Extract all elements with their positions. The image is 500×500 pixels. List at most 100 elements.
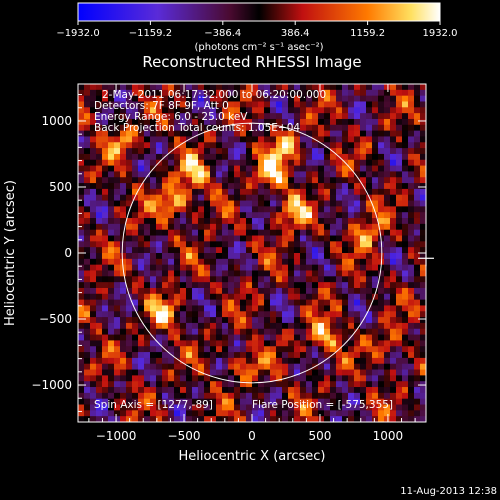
heatmap-cell [78, 113, 85, 120]
heatmap-cell [162, 200, 169, 207]
info-energy-range: Energy Range: 6.0 - 25.0 keV [94, 111, 248, 123]
heatmap-cell [204, 381, 211, 388]
heatmap-cell [342, 270, 349, 277]
heatmap-cell [204, 334, 211, 342]
heatmap-cell [84, 410, 91, 417]
heatmap-cell [168, 113, 175, 120]
heatmap-cell [336, 89, 343, 97]
heatmap-cell [342, 206, 349, 213]
heatmap-cell [174, 130, 181, 138]
heatmap-cell [114, 258, 121, 266]
heatmap-cell [180, 218, 187, 225]
heatmap-cell [258, 200, 265, 207]
colorbar-tick-label: 386.4 [281, 28, 310, 39]
heatmap-cell [198, 200, 205, 207]
info-method-counts: Back Projection Total counts: 1.05E+04 [94, 122, 300, 134]
heatmap-cell [288, 95, 295, 103]
heatmap-cell [384, 113, 391, 120]
heatmap-cell [342, 148, 349, 155]
heatmap-cell [108, 287, 115, 295]
heatmap-cell [264, 299, 271, 307]
heatmap-cell [102, 410, 109, 417]
heatmap-cell [348, 346, 355, 353]
heatmap-cell [216, 322, 223, 330]
heatmap-cell [318, 410, 325, 417]
heatmap-cell [396, 218, 403, 225]
heatmap-cell [114, 305, 121, 312]
heatmap-cell [222, 107, 229, 114]
heatmap-cell [312, 311, 319, 318]
heatmap-cell [120, 247, 127, 254]
heatmap-cell [390, 229, 397, 237]
heatmap-cell [78, 293, 85, 301]
heatmap-cell [150, 183, 157, 190]
heatmap-cell [414, 398, 421, 406]
heatmap-cell [96, 148, 103, 155]
heatmap-cell [402, 416, 409, 422]
heatmap-cell [288, 299, 295, 307]
heatmap-cell [258, 270, 265, 277]
heatmap-cell [126, 89, 133, 97]
heatmap-cell [144, 101, 151, 108]
heatmap-cell [294, 107, 301, 114]
heatmap-cell [336, 369, 343, 376]
heatmap-cell [408, 258, 415, 266]
heatmap-cell [78, 235, 85, 242]
heatmap-cell [240, 223, 247, 231]
heatmap-cell [96, 258, 103, 266]
heatmap-cell [144, 159, 151, 167]
heatmap-cell [144, 113, 151, 120]
heatmap-cell [144, 136, 151, 143]
heatmap-cell [360, 130, 367, 138]
heatmap-cell [84, 84, 91, 91]
heatmap-cell [192, 159, 199, 167]
heatmap-cell [240, 299, 247, 307]
heatmap-cell [420, 311, 426, 318]
heatmap-cell [318, 183, 325, 190]
heatmap-cell [222, 381, 229, 388]
heatmap-cell [414, 200, 421, 207]
heatmap-cell [324, 381, 331, 388]
heatmap-cell [270, 107, 277, 114]
heatmap-cell [120, 322, 127, 330]
heatmap-cell [258, 387, 265, 394]
heatmap-cell [330, 247, 337, 254]
heatmap-cell [414, 124, 421, 132]
heatmap-cell [210, 287, 217, 295]
heatmap-cell [336, 159, 343, 167]
heatmap-cell [138, 276, 145, 283]
heatmap-cell [318, 381, 325, 388]
heatmap-cell [342, 171, 349, 178]
heatmap-cell [348, 159, 355, 167]
heatmap-cell [240, 375, 247, 382]
heatmap-cell [90, 392, 97, 400]
heatmap-cell [192, 165, 199, 173]
info-block: 2-May-2011 06:17:32.000 to 06:20:00.000 … [94, 89, 326, 134]
heatmap-cell [366, 410, 373, 417]
heatmap-cell [150, 223, 157, 231]
heatmap-cell [126, 188, 133, 196]
heatmap-cell [258, 369, 265, 376]
heatmap-cell [240, 136, 247, 143]
heatmap-cell [294, 253, 301, 260]
heatmap-cell [336, 282, 343, 289]
heatmap-cell [378, 305, 385, 312]
heatmap-cell [96, 363, 103, 371]
heatmap-cell [270, 89, 277, 97]
heatmap-cell [402, 165, 409, 173]
heatmap-cell [192, 282, 199, 289]
heatmap-cell [396, 334, 403, 342]
heatmap-cell [78, 357, 85, 365]
heatmap-cell [120, 404, 127, 411]
heatmap-cell [234, 328, 241, 336]
heatmap-cell [150, 322, 157, 330]
heatmap-cell [342, 142, 349, 149]
heatmap-cell [174, 153, 181, 161]
heatmap-cell [396, 328, 403, 336]
heatmap-cell [198, 270, 205, 277]
heatmap-cell [234, 375, 241, 382]
heatmap-cell [330, 363, 337, 371]
heatmap-cell [162, 352, 169, 359]
heatmap-cell [330, 375, 337, 382]
